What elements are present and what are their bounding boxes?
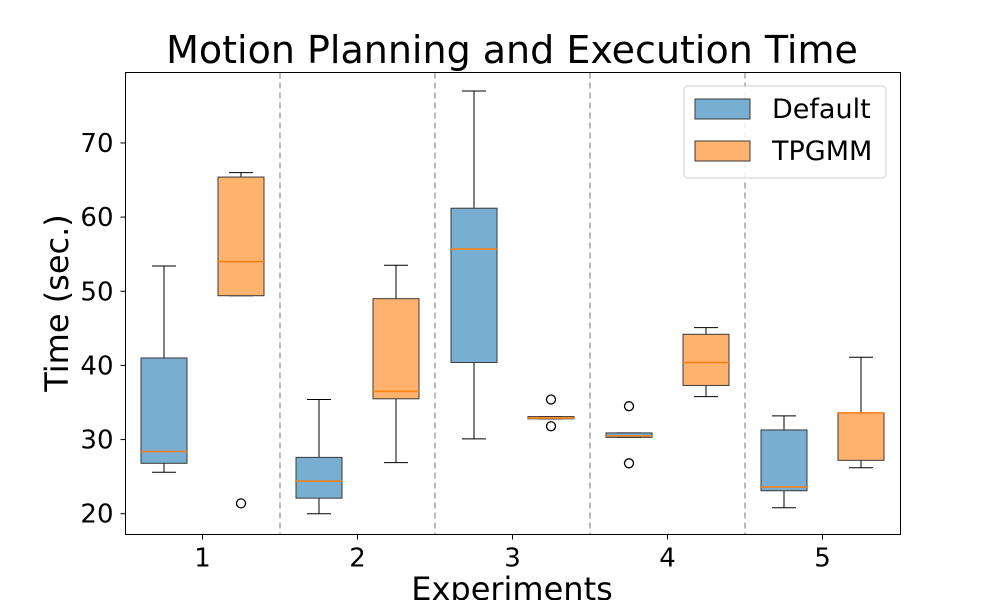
x-tick-label: 1 <box>194 544 211 574</box>
outlier-point <box>545 394 557 405</box>
box <box>372 298 420 400</box>
box <box>217 176 265 297</box>
y-tick-label: 50 <box>80 277 113 307</box>
legend-swatch-default <box>694 98 751 120</box>
experiment-separators <box>279 72 746 535</box>
x-tick-label: 3 <box>504 544 521 574</box>
chart-title: Motion Planning and Execution Time <box>166 28 858 72</box>
box <box>295 456 343 499</box>
box <box>140 357 188 464</box>
y-axis-ticks: 20 30 40 50 60 70 <box>80 129 126 530</box>
y-tick-label: 40 <box>80 351 113 381</box>
box <box>837 412 885 461</box>
legend-swatch-tpgmm <box>694 140 751 162</box>
x-tick-label: 5 <box>814 544 831 574</box>
y-axis-label: Time (sec.) <box>38 214 76 393</box>
outlier-point <box>235 498 247 509</box>
box <box>682 333 730 386</box>
outlier-point <box>623 458 635 469</box>
y-tick-label: 70 <box>80 129 113 159</box>
y-tick-label: 20 <box>80 500 113 530</box>
legend: Default TPGMM <box>683 85 887 179</box>
x-tick-label: 4 <box>659 544 676 574</box>
x-axis-label: Experiments <box>411 570 613 600</box>
x-tick-label: 2 <box>349 544 366 574</box>
box-series <box>140 90 885 515</box>
legend-label-default: Default <box>772 94 871 125</box>
x-axis-ticks: 1 2 3 4 5 <box>194 534 831 574</box>
outlier-point <box>545 421 557 432</box>
box <box>450 207 498 363</box>
outlier-point <box>623 401 635 412</box>
box <box>760 429 808 492</box>
legend-label-tpgmm: TPGMM <box>771 136 872 167</box>
y-tick-label: 60 <box>80 203 113 233</box>
y-tick-label: 30 <box>80 426 113 456</box>
